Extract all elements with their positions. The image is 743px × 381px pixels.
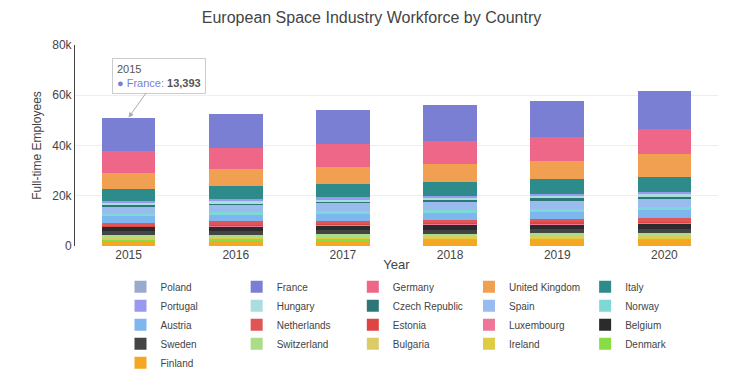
svg-text:Netherlands: Netherlands (277, 320, 331, 331)
svg-text:Sweden: Sweden (161, 339, 197, 350)
svg-text:2016: 2016 (222, 248, 249, 262)
svg-text:Czech Republic: Czech Republic (393, 301, 463, 312)
svg-text:Denmark: Denmark (625, 339, 667, 350)
svg-text:2020: 2020 (651, 248, 678, 262)
svg-text:Bulgaria: Bulgaria (393, 339, 430, 350)
svg-text:Luxembourg: Luxembourg (509, 320, 565, 331)
svg-text:France: France (277, 282, 309, 293)
svg-text:United Kingdom: United Kingdom (509, 282, 580, 293)
svg-text:Year: Year (383, 257, 410, 272)
svg-text:Spain: Spain (509, 301, 535, 312)
svg-text:0: 0 (65, 239, 72, 253)
svg-text:80k: 80k (52, 38, 72, 52)
svg-text:Estonia: Estonia (393, 320, 427, 331)
svg-text:20k: 20k (52, 189, 72, 203)
svg-text:Belgium: Belgium (625, 320, 661, 331)
svg-text:Norway: Norway (625, 301, 659, 312)
svg-text:60k: 60k (52, 88, 72, 102)
svg-text:Ireland: Ireland (509, 339, 540, 350)
svg-text:Poland: Poland (161, 282, 192, 293)
svg-text:Finland: Finland (161, 358, 194, 369)
svg-text:Italy: Italy (625, 282, 643, 293)
svg-text:2018: 2018 (437, 248, 464, 262)
svg-text:2019: 2019 (544, 248, 571, 262)
svg-text:Portugal: Portugal (161, 301, 198, 312)
svg-text:European Space Industry Workfo: European Space Industry Workforce by Cou… (202, 9, 541, 26)
svg-text:40k: 40k (52, 139, 72, 153)
svg-text:2015● France: 13,393: 2015● France: 13,393 (117, 63, 201, 89)
svg-text:Full-time Employees: Full-time Employees (30, 91, 44, 200)
svg-text:2015: 2015 (115, 248, 142, 262)
svg-text:2017: 2017 (330, 248, 357, 262)
svg-text:Austria: Austria (161, 320, 193, 331)
svg-text:Switzerland: Switzerland (277, 339, 329, 350)
svg-text:Germany: Germany (393, 282, 434, 293)
svg-text:Hungary: Hungary (277, 301, 315, 312)
